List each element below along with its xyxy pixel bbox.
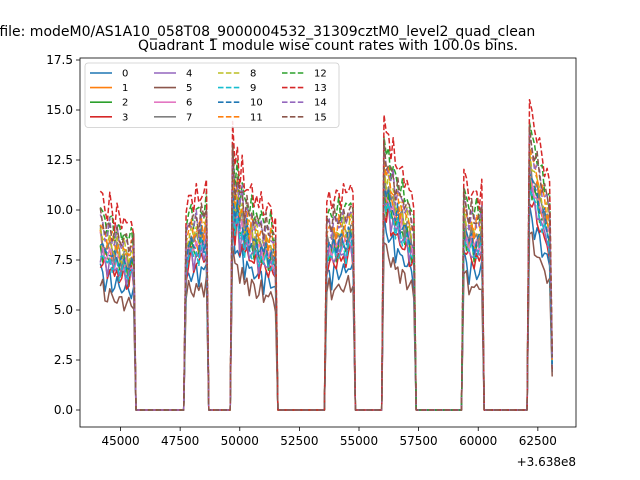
x-tick-label: 60000 — [459, 434, 497, 448]
x-axis: 45000 47500 50000 52500 55000 57500 60000 62500 — [101, 427, 557, 448]
y-tick-label: 17.5 — [46, 53, 73, 67]
x-tick-label: 55000 — [340, 434, 378, 448]
x-tick-label: 57500 — [400, 434, 438, 448]
plot-frame — [79, 57, 577, 428]
y-tick-label: 7.5 — [54, 253, 73, 267]
x-tick-label: 52500 — [280, 434, 318, 448]
chart-title: Quadrant 1 module wise count rates with … — [138, 38, 518, 54]
y-tick-label: 0.0 — [54, 403, 73, 417]
legend-label: 8 — [250, 69, 256, 80]
y-tick-label: 2.5 — [54, 353, 73, 367]
legend-label: 9 — [250, 83, 256, 94]
y-tick-label: 15.0 — [46, 103, 73, 117]
legend-label: 13 — [314, 83, 327, 94]
legend-label: 2 — [122, 98, 128, 109]
legend-label: 1 — [122, 83, 128, 94]
x-tick-label: 62500 — [519, 434, 557, 448]
series-line-module-15 — [99, 124, 553, 411]
legend-box — [84, 62, 340, 128]
x-axis-offset-label: +3.638e8 — [517, 455, 576, 469]
x-tick-label: 47500 — [161, 434, 199, 448]
y-tick-label: 12.5 — [46, 153, 73, 167]
y-axis: 0.0 2.5 5.0 7.5 10.0 12.5 15.0 17.5 — [46, 53, 80, 417]
x-tick-label: 45000 — [101, 434, 139, 448]
series-layer — [99, 98, 553, 411]
legend-label: 5 — [186, 83, 192, 94]
y-tick-label: 5.0 — [54, 303, 73, 317]
legend-label: 12 — [314, 69, 327, 80]
figure-suptitle: n file: modeM0/AS1A10_058T08_9000004532_… — [0, 24, 535, 40]
y-tick-label: 10.0 — [46, 203, 73, 217]
legend-label: 7 — [186, 112, 192, 123]
x-tick-label: 50000 — [221, 434, 259, 448]
legend-label: 3 — [122, 112, 128, 123]
legend-label: 4 — [186, 69, 192, 80]
legend-label: 15 — [314, 112, 327, 123]
legend-label: 0 — [122, 69, 128, 80]
legend-label: 11 — [250, 112, 263, 123]
legend-label: 14 — [314, 98, 327, 109]
legend-label: 6 — [186, 98, 192, 109]
legend-label: 10 — [250, 98, 263, 109]
